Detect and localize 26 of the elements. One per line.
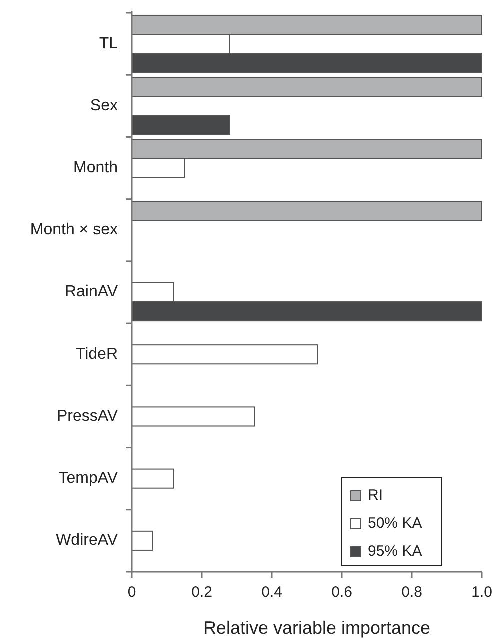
y-tick-label: RainAV [64,284,118,301]
legend-label: RI [368,486,383,504]
x-tick-label: 0.2 [192,584,212,601]
bar [132,201,482,222]
legend-label: 50% KA [368,514,422,532]
y-tick-label: Month [74,159,118,177]
x-axis-title: Relative variable importance [203,618,431,638]
legend-label: 95% KA [368,542,422,560]
bar [132,344,318,365]
y-tick-label: TL [99,35,118,52]
bar [132,115,230,136]
y-tick-label: TempAV [58,470,118,488]
bar [132,468,174,489]
y-tick-label: Sex [90,97,118,114]
y-tick-label: TideR [76,346,118,363]
bar [132,530,154,551]
y-tick-label: PressAV [56,408,118,425]
x-tick-label: 1.0 [472,584,492,601]
bar [132,406,255,427]
x-tick-label: 0.4 [262,584,282,601]
y-tick-label: Month × sex [30,222,118,239]
x-tick-label: 0.8 [402,584,422,601]
y-tick-label: WdireAV [56,532,118,550]
bar [132,77,482,98]
x-tick-label: 0 [128,584,136,601]
x-tick-label: 0.6 [332,584,352,601]
